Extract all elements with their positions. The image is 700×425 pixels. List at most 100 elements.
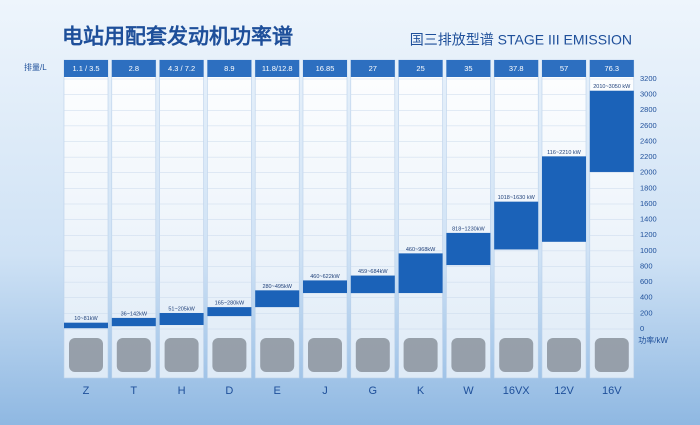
y-tick-label: 800	[640, 261, 653, 270]
y-tick-label: 1800	[640, 183, 657, 192]
y-tick-label: 2200	[640, 152, 657, 161]
range-bar	[255, 290, 300, 308]
displacement: 11.8/12.8	[262, 64, 293, 73]
y-tick-label: 400	[640, 293, 653, 302]
engine-image	[69, 338, 103, 372]
engine-image	[355, 338, 390, 372]
range-bar	[494, 201, 539, 250]
range-bar	[446, 232, 491, 266]
engine-image	[403, 338, 438, 372]
displacement: 16.85	[316, 64, 335, 73]
y-tick-label: 2600	[640, 121, 657, 130]
x-tick-label: J	[322, 385, 328, 397]
column-header	[589, 60, 634, 77]
chart-subtitle: 国三排放型谱 STAGE III EMISSION	[410, 32, 632, 48]
value-label: 818~1230kW	[452, 226, 485, 232]
y-tick-label: 200	[640, 308, 653, 317]
y-tick-label: 600	[640, 277, 653, 286]
range-bar	[542, 156, 586, 242]
value-label: 460~968kW	[406, 247, 436, 253]
displacement: 4.3 / 7.2	[168, 64, 195, 73]
value-label: 116~2210 kW	[547, 150, 581, 156]
y-tick-label: 1400	[640, 215, 657, 224]
column-panel	[207, 59, 252, 379]
y-tick-label: 2000	[640, 168, 657, 177]
y-tick-label: 1200	[640, 230, 657, 239]
displacement: 1.1 / 3.5	[72, 64, 99, 73]
y-tick-label: 1600	[640, 199, 657, 208]
column-header	[207, 60, 252, 77]
y-tick-label: 3200	[640, 74, 657, 83]
column-header	[159, 60, 204, 77]
engine-image	[308, 338, 342, 372]
displacement: 76.3	[604, 64, 619, 73]
engine-image	[594, 338, 629, 372]
y-tick-label: 2400	[640, 136, 657, 145]
engine-image	[116, 338, 151, 372]
displacement-label: 排量/L	[24, 62, 47, 72]
value-label: 10~81kW	[74, 316, 98, 322]
column-header	[446, 60, 491, 77]
value-label: 280~495kW	[262, 284, 292, 290]
value-label: 36~142kW	[121, 311, 148, 317]
displacement: 37.8	[509, 64, 524, 73]
column-header	[398, 60, 443, 77]
x-tick-label: 16V	[602, 385, 622, 397]
value-label: 51~205kW	[168, 306, 195, 312]
x-tick-label: H	[178, 385, 186, 397]
displacement: 8.9	[224, 64, 234, 73]
y-tick-label: 0	[640, 324, 644, 333]
column-header	[111, 60, 156, 77]
range-bar	[589, 90, 634, 172]
column-panel	[159, 59, 204, 379]
column-panel	[63, 59, 109, 379]
displacement: 25	[416, 64, 424, 73]
x-tick-label: 12V	[554, 385, 574, 397]
x-tick-label: W	[463, 385, 474, 397]
column-header	[255, 60, 300, 77]
value-label: 1018~1630 kW	[498, 195, 536, 201]
range-bar	[111, 317, 156, 327]
x-tick-label: T	[130, 385, 137, 397]
x-tick-label: 16VX	[503, 385, 531, 397]
y-tick-label: 1000	[640, 246, 657, 255]
engine-image	[547, 338, 581, 372]
value-label: 165~280kW	[215, 301, 245, 307]
y-tick-label: 2800	[640, 105, 657, 114]
displacement: 2.8	[129, 64, 139, 73]
x-tick-label: E	[274, 385, 281, 397]
displacement: 35	[464, 64, 472, 73]
column-panel	[398, 59, 443, 379]
column-panel	[111, 59, 157, 379]
column-header	[494, 60, 539, 77]
displacement: 27	[369, 64, 377, 73]
column-panel	[446, 59, 491, 379]
engine-image	[164, 338, 199, 372]
column-header	[64, 60, 108, 77]
x-tick-label: D	[225, 385, 233, 397]
engine-image	[499, 338, 534, 372]
column-panel	[254, 59, 300, 379]
column-panel	[350, 59, 396, 379]
range-bar	[64, 322, 108, 329]
range-bar	[207, 307, 252, 317]
value-label: 459~684kW	[358, 269, 388, 275]
displacement: 57	[560, 64, 568, 73]
value-label: 460~622kW	[310, 274, 340, 280]
engine-image	[260, 338, 295, 372]
x-tick-label: G	[369, 385, 378, 397]
y-axis-label: 功率/kW	[638, 335, 668, 345]
column-panel	[302, 59, 348, 379]
y-tick-label: 3000	[640, 90, 657, 99]
engine-image	[212, 338, 247, 372]
x-tick-label: K	[417, 385, 425, 397]
range-bar	[159, 312, 204, 326]
range-bar	[398, 253, 443, 294]
column-header	[350, 60, 395, 77]
x-tick-label: Z	[83, 385, 90, 397]
chart-title: 电站用配套发动机功率谱	[62, 25, 293, 49]
column-header	[303, 60, 347, 77]
column-header	[542, 60, 586, 77]
